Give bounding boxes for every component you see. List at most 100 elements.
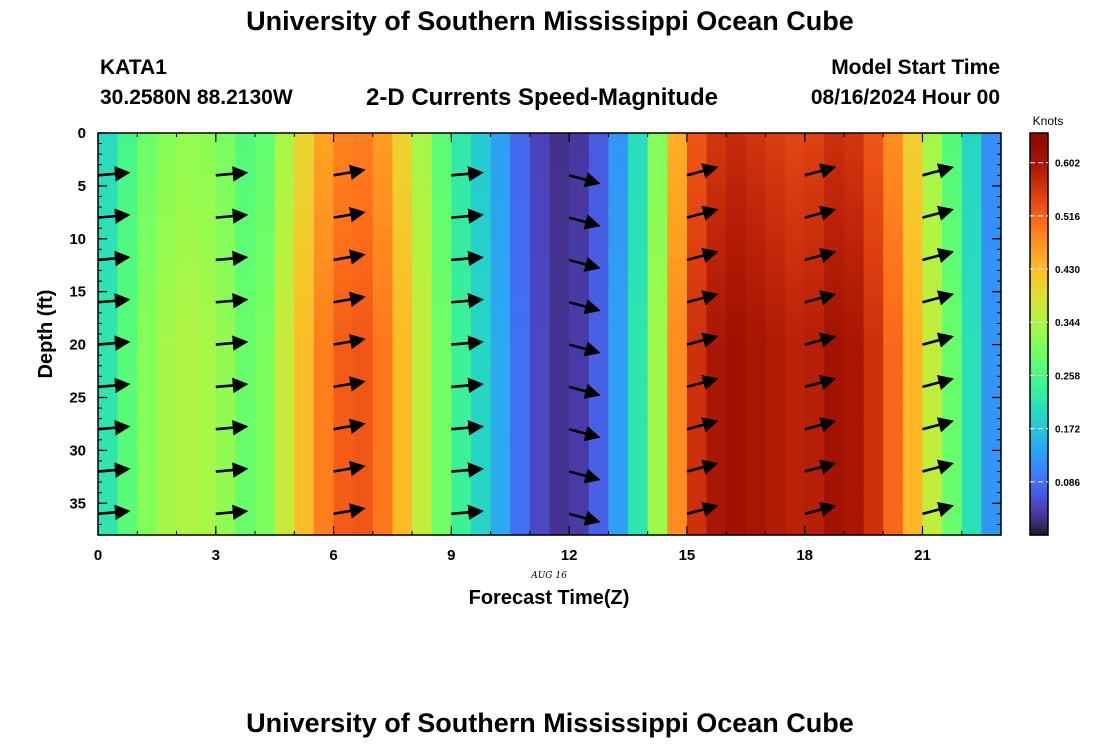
heatmap-cell — [961, 365, 982, 377]
heatmap-cell — [549, 249, 570, 261]
heatmap-cell — [942, 386, 963, 399]
current-vector-arrow — [686, 417, 719, 433]
heatmap-cell — [294, 228, 315, 240]
heatmap-cell — [608, 133, 629, 145]
heatmap-cell — [647, 439, 668, 451]
heatmap-cell — [529, 482, 551, 494]
heatmap-cell — [961, 302, 982, 314]
heatmap-cell — [412, 249, 433, 261]
heatmap-cell — [451, 175, 472, 187]
heatmap-cell — [235, 429, 256, 441]
heatmap-cell — [431, 513, 452, 526]
heatmap-cell — [569, 439, 590, 451]
heatmap-cell — [333, 460, 354, 473]
heatmap-cell — [726, 175, 747, 187]
heatmap-cell — [412, 524, 433, 536]
heatmap-cell — [490, 259, 511, 272]
heatmap-cell — [98, 450, 119, 462]
heatmap-cell — [196, 164, 217, 176]
heatmap-cell — [588, 196, 609, 208]
heatmap-cell — [431, 302, 452, 314]
heatmap-cell — [529, 492, 551, 504]
heatmap-cell — [431, 418, 452, 430]
current-vector-arrow — [333, 164, 366, 181]
heatmap-cell — [137, 492, 158, 504]
heatmap-cell — [156, 249, 178, 261]
heatmap-cell — [156, 482, 178, 494]
heatmap-cell — [588, 281, 609, 293]
heatmap-cell — [156, 408, 178, 420]
heatmap-cell — [529, 323, 551, 335]
heatmap-cell — [765, 143, 786, 155]
current-vector-arrow — [451, 293, 484, 309]
heatmap-cell — [628, 133, 649, 145]
heatmap-cell — [333, 175, 354, 187]
heatmap-cell — [765, 450, 786, 462]
heatmap-cell — [569, 302, 590, 314]
heatmap-cell — [608, 365, 629, 377]
heatmap-cell — [883, 291, 904, 303]
heatmap-cell — [176, 302, 197, 314]
heatmap-cell — [294, 238, 315, 250]
heatmap-cell — [255, 196, 276, 208]
heatmap-cell — [392, 450, 413, 462]
heatmap-cell — [726, 312, 747, 325]
heatmap-cell — [255, 291, 276, 303]
heatmap-cell — [353, 513, 374, 526]
heatmap-cell — [215, 217, 237, 229]
heatmap-cell — [902, 185, 924, 198]
current-vector-arrow — [922, 459, 954, 475]
heatmap-cell — [412, 460, 433, 473]
heatmap-cell — [569, 482, 590, 494]
heatmap-cell — [883, 185, 904, 198]
heatmap-cell — [156, 460, 178, 473]
heatmap-cell — [745, 365, 767, 377]
heatmap-cell — [235, 524, 256, 536]
heatmap-cell — [824, 344, 845, 356]
heatmap-cell — [843, 143, 865, 155]
heatmap-cell — [412, 482, 433, 494]
heatmap-cell — [529, 133, 551, 145]
heatmap-cell — [294, 207, 315, 219]
heatmap-cell — [549, 492, 570, 504]
heatmap-cell — [863, 217, 884, 229]
heatmap-cell — [451, 439, 472, 451]
heatmap-cell — [215, 397, 237, 409]
current-vector-arrow — [686, 332, 719, 348]
heatmap-cell — [529, 175, 551, 187]
heatmap-cell — [785, 259, 806, 272]
heatmap-cell — [117, 408, 138, 420]
heatmap-cell — [765, 376, 786, 388]
heatmap-cell — [529, 450, 551, 462]
heatmap-cell — [412, 185, 433, 198]
heatmap-cell — [922, 143, 943, 155]
heatmap-cell — [608, 524, 629, 536]
heatmap-cell — [765, 344, 786, 356]
heatmap-cell — [863, 281, 884, 293]
heatmap-cell — [765, 196, 786, 208]
heatmap-cell — [883, 270, 904, 282]
heatmap-cell — [313, 302, 335, 314]
heatmap-cell — [215, 259, 237, 272]
heatmap-cell — [785, 471, 806, 483]
heatmap-cell — [785, 291, 806, 303]
heatmap-cell — [804, 482, 825, 494]
heatmap-cell — [824, 513, 845, 526]
heatmap-cell — [883, 281, 904, 293]
heatmap-cell — [490, 524, 511, 536]
heatmap-cell — [863, 164, 884, 176]
heatmap-cell — [745, 281, 767, 293]
heatmap-cell — [883, 482, 904, 494]
heatmap-cell — [412, 228, 433, 240]
heatmap-cell — [117, 397, 138, 409]
heatmap-cell — [549, 503, 570, 515]
heatmap-cell — [156, 418, 178, 430]
current-vector-arrow — [686, 205, 719, 221]
heatmap-cell — [785, 270, 806, 282]
heatmap-cell — [196, 196, 217, 208]
heatmap-cell — [549, 281, 570, 293]
heatmap-cell — [686, 408, 708, 420]
x-tick-label: 21 — [914, 547, 931, 564]
heatmap-cell — [451, 164, 472, 176]
heatmap-cell — [863, 418, 884, 430]
